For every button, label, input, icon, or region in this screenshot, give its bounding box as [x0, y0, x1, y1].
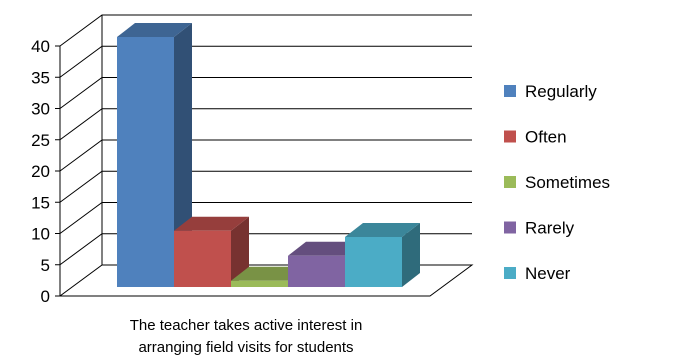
legend-swatch: [504, 85, 516, 97]
legend-label: Rarely: [525, 219, 575, 238]
y-tick-label: 0: [41, 287, 50, 306]
legend-label: Never: [525, 264, 571, 283]
y-tick-label: 5: [41, 256, 50, 275]
legend-item-never: Never: [504, 264, 571, 283]
bar-top: [231, 266, 306, 281]
y-tick-label: 35: [31, 68, 50, 87]
gridline: [59, 14, 472, 47]
legend-item-sometimes: Sometimes: [504, 173, 610, 192]
y-tick-label: 40: [31, 37, 50, 56]
legend-label: Often: [525, 128, 567, 147]
gridlines: [59, 14, 472, 266]
bar-front: [174, 230, 231, 287]
y-tick-label: 15: [31, 193, 50, 212]
gridline: [59, 139, 472, 172]
y-tick-label: 25: [31, 131, 50, 150]
floor: [58, 264, 474, 297]
gridline: [59, 108, 472, 141]
legend-item-rarely: Rarely: [504, 219, 575, 238]
category-label-line-2: arranging field visits for students: [138, 339, 353, 356]
bar-front: [288, 255, 345, 287]
bar-top: [288, 241, 363, 256]
gridline: [59, 233, 472, 266]
bar-often: [174, 216, 249, 287]
y-tick-label: 10: [31, 225, 50, 244]
legend-swatch: [504, 176, 516, 188]
gridline: [59, 202, 472, 234]
bar-side: [402, 223, 420, 287]
legend-swatch: [504, 130, 516, 143]
bar-top: [174, 216, 249, 231]
legend-swatch: [504, 267, 516, 279]
legend-item-regularly: Regularly: [504, 82, 597, 101]
gridline: [59, 170, 472, 203]
y-tick-label: 20: [31, 162, 50, 181]
bar-never: [345, 223, 420, 287]
legend-label: Sometimes: [525, 173, 610, 192]
bars: [117, 23, 420, 287]
bar-front: [117, 37, 174, 287]
legend: Regularly Often Sometimes Rarely Never: [504, 82, 610, 283]
category-label-line-1: The teacher takes active interest in: [130, 317, 363, 334]
gridline: [59, 45, 472, 78]
y-axis-ticks: 0 5 10 15 20 25 30 35 40: [31, 37, 60, 306]
legend-swatch: [504, 221, 516, 234]
gridline: [59, 77, 472, 109]
bar-top: [345, 223, 420, 237]
legend-item-often: Often: [504, 128, 567, 147]
bar-front: [345, 237, 402, 287]
x-axis-category-label: The teacher takes active interest in arr…: [130, 317, 363, 356]
bar-front: [231, 280, 288, 287]
legend-label: Regularly: [525, 82, 597, 101]
y-tick-label: 30: [31, 100, 50, 119]
bar-side: [231, 216, 249, 287]
bar-top: [117, 23, 192, 37]
